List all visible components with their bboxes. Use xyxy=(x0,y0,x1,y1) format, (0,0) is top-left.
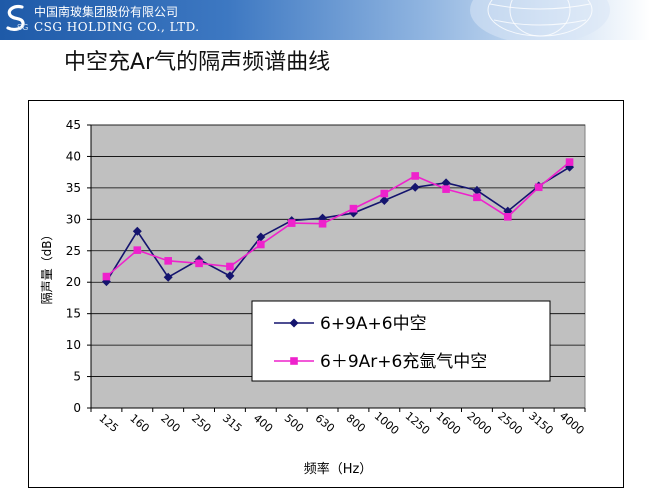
series-2-point-200 xyxy=(164,257,172,265)
x-tick-label-3150: 3150 xyxy=(526,409,556,437)
x-tick-label-250: 250 xyxy=(189,412,213,435)
company-name-en: CSG HOLDING CO., LTD. xyxy=(34,20,200,34)
company-logo: SG xyxy=(6,4,28,32)
series-2-point-125 xyxy=(102,272,111,281)
series-2-point-630 xyxy=(318,219,327,228)
series-2-point-160 xyxy=(133,246,142,254)
series-2-point-500 xyxy=(287,219,296,227)
x-tick-label-400: 400 xyxy=(251,412,275,435)
x-tick-label-125: 125 xyxy=(96,412,120,435)
series-2-point-1000 xyxy=(380,189,389,198)
x-tick-label-1600: 1600 xyxy=(433,409,463,437)
series-2-point-1600 xyxy=(442,185,450,193)
series-1-point-1250 xyxy=(410,182,420,192)
y-tick-label-5: 5 xyxy=(73,370,81,384)
x-tick-label-1000: 1000 xyxy=(372,409,402,437)
chart-frame: 0 5 10 15 20 25 30 35 40 45 125 160 200 250 315 400 500 6… xyxy=(28,100,624,488)
slide-title: 中空充Ar气的隔声频谱曲线 xyxy=(64,50,331,75)
legend-marker-2 xyxy=(290,357,298,365)
x-tick-label-200: 200 xyxy=(158,412,182,435)
x-tick-label-800: 800 xyxy=(343,412,367,435)
series-2-line xyxy=(105,161,571,278)
series-1-point-125 xyxy=(101,277,111,287)
y-tick-label-25: 25 xyxy=(66,244,81,258)
y-tick-label-40: 40 xyxy=(66,149,81,163)
y-tick-label-20: 20 xyxy=(66,275,81,289)
series-2-point-4000 xyxy=(565,158,574,166)
y-tick-label-30: 30 xyxy=(66,212,81,226)
series-2-point-2500 xyxy=(504,213,512,221)
legend-box xyxy=(251,300,551,382)
company-name-cn: 中国南玻集团股份有限公司 xyxy=(34,5,179,19)
x-tick-label-2000: 2000 xyxy=(464,409,494,437)
series-2-point-315 xyxy=(226,262,234,271)
legend-label-1: 6+9A+6中空 xyxy=(320,314,427,334)
x-tick-label-1250: 1250 xyxy=(403,409,433,437)
series-2-point-2000 xyxy=(473,193,481,202)
series-1-point-315 xyxy=(225,271,235,281)
header-globe-decoration xyxy=(470,0,610,40)
x-tick-label-500: 500 xyxy=(282,412,306,435)
series-1-point-1600 xyxy=(441,178,451,188)
y-tick-label-45: 45 xyxy=(66,118,81,132)
x-tick-label-2500: 2500 xyxy=(495,409,525,437)
x-tick-label-630: 630 xyxy=(313,412,337,435)
chart: 0 5 10 15 20 25 30 35 40 45 125 160 200 250 315 400 500 6… xyxy=(40,118,587,477)
series-1-point-400 xyxy=(256,232,266,242)
logo-text: SG xyxy=(17,23,28,32)
series-1-point-1000 xyxy=(379,195,389,205)
series-2-point-3150 xyxy=(534,183,543,192)
x-tick-label-4000: 4000 xyxy=(557,409,587,437)
x-tick-label-315: 315 xyxy=(220,412,244,435)
y-tick-label-15: 15 xyxy=(66,307,81,321)
series-2-point-800 xyxy=(349,204,358,213)
series-2-point-1250 xyxy=(411,172,419,180)
y-tick-label-0: 0 xyxy=(73,401,81,415)
series-1-point-160 xyxy=(132,226,142,236)
series-1-point-2000 xyxy=(472,185,482,195)
y-axis-title: 隔声量（dB） xyxy=(40,229,54,305)
series-2-point-400 xyxy=(257,240,265,249)
series-1-point-800 xyxy=(348,208,358,218)
x-tick-label-160: 160 xyxy=(127,412,151,435)
x-axis-title: 频率（Hz） xyxy=(304,461,373,477)
series-2-point-250 xyxy=(195,259,203,268)
legend-label-2: 6＋9Ar+6充氩气中空 xyxy=(320,352,487,372)
legend-marker-1 xyxy=(289,318,299,328)
series-1-point-630 xyxy=(318,213,328,223)
y-tick-label-35: 35 xyxy=(66,181,81,195)
series-1-point-200 xyxy=(163,272,173,282)
y-tick-label-10: 10 xyxy=(66,338,81,352)
